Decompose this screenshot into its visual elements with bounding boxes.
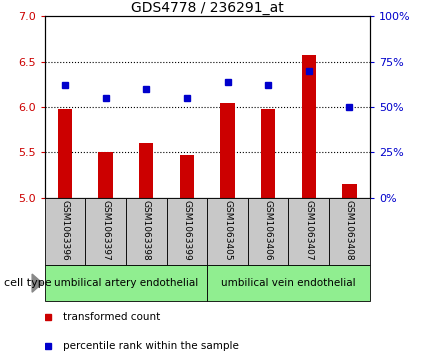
Bar: [45, 198, 85, 265]
Bar: [167, 198, 207, 265]
Text: GSM1063399: GSM1063399: [182, 200, 191, 261]
Text: cell type: cell type: [4, 278, 52, 288]
Bar: [85, 198, 126, 265]
Bar: [261, 109, 275, 198]
Bar: [126, 198, 167, 265]
Bar: [139, 143, 153, 198]
Text: umbilical artery endothelial: umbilical artery endothelial: [54, 278, 198, 288]
Bar: [329, 198, 370, 265]
Bar: [342, 184, 357, 198]
Text: GSM1063396: GSM1063396: [60, 200, 69, 261]
Text: GSM1063408: GSM1063408: [345, 200, 354, 261]
Text: GSM1063406: GSM1063406: [264, 200, 273, 261]
Bar: [58, 109, 72, 198]
Bar: [207, 198, 248, 265]
Bar: [207, 265, 370, 301]
Text: percentile rank within the sample: percentile rank within the sample: [62, 341, 238, 351]
Text: GSM1063405: GSM1063405: [223, 200, 232, 261]
Text: GSM1063407: GSM1063407: [304, 200, 313, 261]
Text: GSM1063397: GSM1063397: [101, 200, 110, 261]
Bar: [180, 155, 194, 198]
Bar: [289, 198, 329, 265]
Text: transformed count: transformed count: [62, 312, 160, 322]
Bar: [302, 55, 316, 198]
Bar: [99, 152, 113, 198]
Text: GSM1063398: GSM1063398: [142, 200, 151, 261]
Text: umbilical vein endothelial: umbilical vein endothelial: [221, 278, 356, 288]
Title: GDS4778 / 236291_at: GDS4778 / 236291_at: [131, 1, 283, 15]
Bar: [221, 103, 235, 198]
Bar: [248, 198, 289, 265]
Bar: [45, 265, 207, 301]
Polygon shape: [32, 274, 42, 292]
